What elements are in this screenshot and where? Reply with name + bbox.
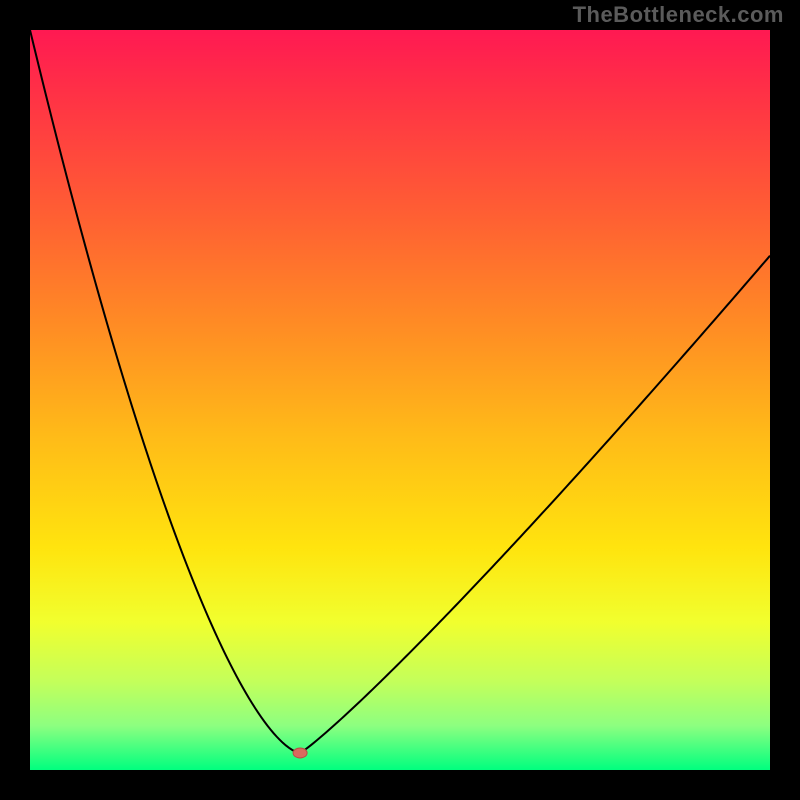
chart-frame: TheBottleneck.com [0,0,800,800]
gradient-background [30,30,770,770]
optimal-point-marker [293,748,307,758]
bottleneck-plot [30,30,770,770]
watermark-text: TheBottleneck.com [573,2,784,28]
